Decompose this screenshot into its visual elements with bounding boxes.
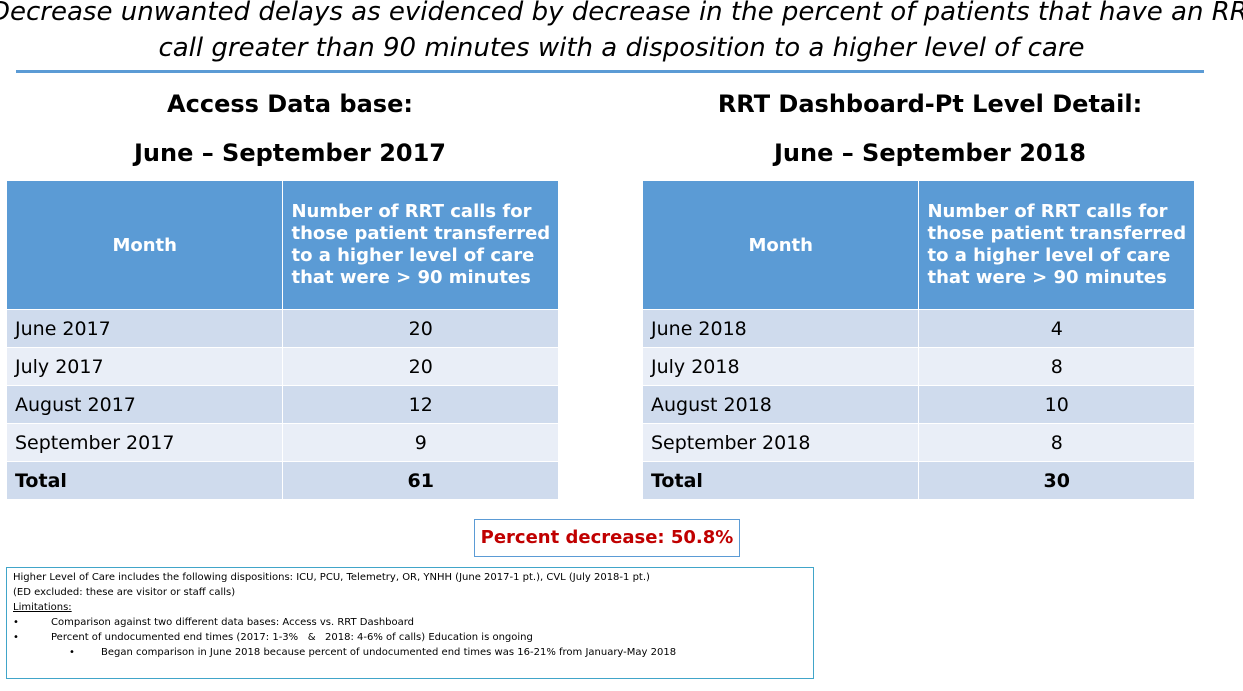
- bullet-icon: •: [69, 647, 75, 658]
- table-row: September 2017 9: [5, 423, 559, 462]
- left-heading-source: Access Data base:: [167, 90, 413, 118]
- limitations-label: Limitations:: [13, 602, 72, 613]
- limitation-item: • Comparison against two different data …: [13, 615, 807, 630]
- table-row: June 2018 4: [641, 309, 1195, 348]
- column-header-calls: Number of RRT calls for those patient tr…: [282, 180, 559, 310]
- slide-title: Decrease unwanted delays as evidenced by…: [0, 0, 1243, 66]
- value-cell: 12: [282, 385, 559, 424]
- column-header-calls: Number of RRT calls for those patient tr…: [918, 180, 1195, 310]
- limitation-text: Percent of undocumented end times (2017:…: [51, 632, 533, 643]
- limitation-sub-item: • Began comparison in June 2018 because …: [13, 645, 807, 660]
- column-header-month: Month: [5, 180, 284, 310]
- limitation-item: • Percent of undocumented end times (201…: [13, 630, 807, 645]
- value-cell: 20: [282, 309, 559, 348]
- value-cell: 20: [282, 347, 559, 386]
- notes-box: Higher Level of Care includes the follow…: [6, 567, 814, 679]
- value-cell: 4: [918, 309, 1195, 348]
- total-label-cell: Total: [641, 461, 920, 500]
- table-header-row: Month Number of RRT calls for those pati…: [5, 180, 559, 310]
- table-row: August 2017 12: [5, 385, 559, 424]
- total-value-cell: 61: [282, 461, 559, 500]
- total-value-cell: 30: [918, 461, 1195, 500]
- value-cell: 9: [282, 423, 559, 462]
- slide-title-line2: call greater than 90 minutes with a disp…: [158, 33, 1085, 63]
- table-row: June 2017 20: [5, 309, 559, 348]
- notes-exclusion: (ED excluded: these are visitor or staff…: [13, 587, 236, 598]
- value-cell: 8: [918, 347, 1195, 386]
- right-heading-period: June – September 2018: [773, 139, 1087, 167]
- table-row: September 2018 8: [641, 423, 1195, 462]
- notes-definition: Higher Level of Care includes the follow…: [13, 572, 650, 583]
- month-cell: August 2017: [5, 385, 284, 424]
- month-cell: July 2018: [641, 347, 920, 386]
- right-heading-source: RRT Dashboard-Pt Level Detail:: [717, 90, 1143, 118]
- month-cell: June 2018: [641, 309, 920, 348]
- limitation-sub-text: Began comparison in June 2018 because pe…: [101, 647, 677, 658]
- table-total-row: Total 30: [641, 461, 1195, 500]
- value-cell: 10: [918, 385, 1195, 424]
- month-cell: July 2017: [5, 347, 284, 386]
- table-row: July 2018 8: [641, 347, 1195, 386]
- value-cell: 8: [918, 423, 1195, 462]
- table-header-row: Month Number of RRT calls for those pati…: [641, 180, 1195, 310]
- column-header-month: Month: [641, 180, 920, 310]
- bullet-icon: •: [13, 632, 19, 643]
- month-cell: September 2018: [641, 423, 920, 462]
- right-data-table: Month Number of RRT calls for those pati…: [641, 180, 1195, 500]
- left-data-table: Month Number of RRT calls for those pati…: [5, 180, 559, 500]
- limitation-text: Comparison against two different data ba…: [51, 617, 415, 628]
- table-row: August 2018 10: [641, 385, 1195, 424]
- month-cell: September 2017: [5, 423, 284, 462]
- total-label-cell: Total: [5, 461, 284, 500]
- slide-title-line1: Decrease unwanted delays as evidenced by…: [0, 0, 1243, 27]
- month-cell: June 2017: [5, 309, 284, 348]
- bullet-icon: •: [13, 617, 19, 628]
- table-row: July 2017 20: [5, 347, 559, 386]
- left-heading-period: June – September 2017: [133, 139, 447, 167]
- title-divider: [16, 70, 1204, 73]
- month-cell: August 2018: [641, 385, 920, 424]
- table-total-row: Total 61: [5, 461, 559, 500]
- percent-decrease-callout: Percent decrease: 50.8%: [474, 519, 740, 557]
